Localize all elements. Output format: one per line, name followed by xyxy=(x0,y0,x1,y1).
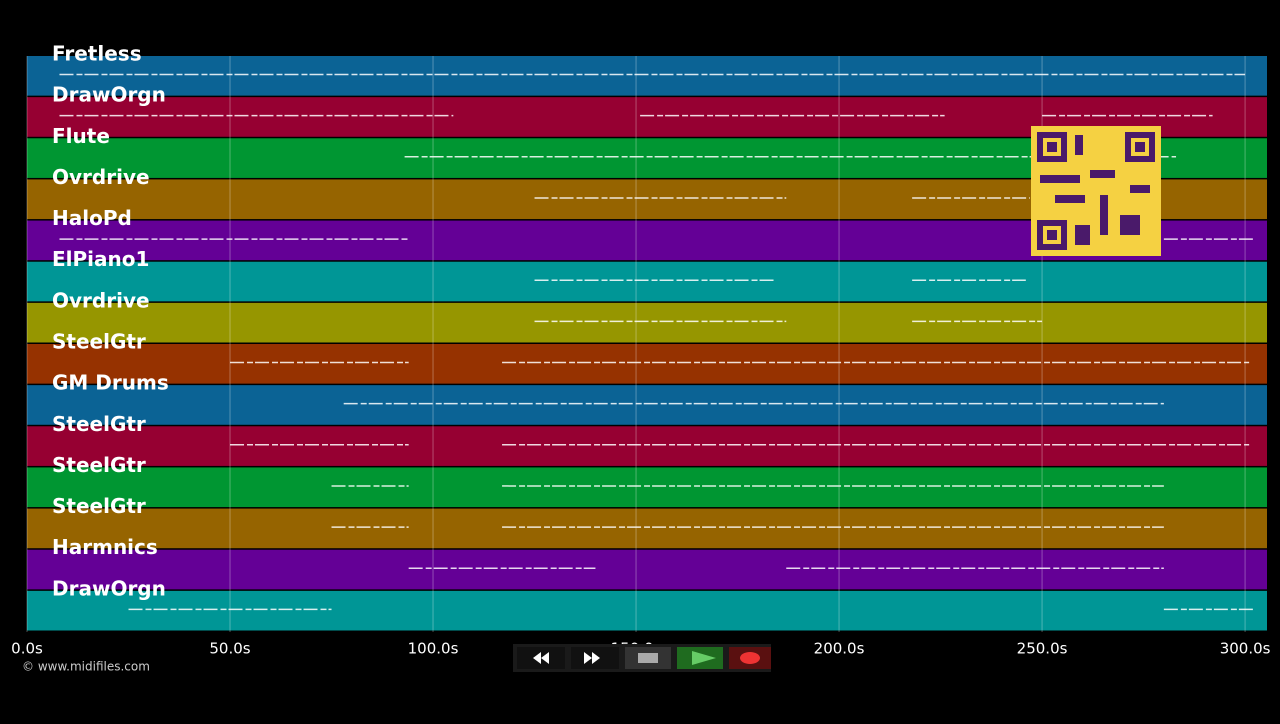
track-row xyxy=(27,549,1267,590)
track-name: HaloPd xyxy=(52,206,132,230)
track-row xyxy=(27,344,1267,384)
x-tick-label: 300.0s xyxy=(1220,640,1271,658)
track-name: DrawOrgn xyxy=(52,576,166,600)
track-row xyxy=(27,426,1267,466)
fast-forward-button[interactable] xyxy=(571,647,619,669)
track-row xyxy=(27,590,1267,631)
rewind-button[interactable] xyxy=(517,647,565,669)
play-button[interactable] xyxy=(677,647,723,669)
stop-button[interactable] xyxy=(625,647,671,669)
track-name: SteelGtr xyxy=(52,453,146,477)
record-button[interactable] xyxy=(729,647,771,669)
track-name: Fretless xyxy=(52,42,142,66)
x-tick-label: 100.0s xyxy=(408,640,459,658)
track-row xyxy=(27,467,1267,508)
track-row xyxy=(27,261,1267,302)
track-row xyxy=(27,385,1267,425)
track-row xyxy=(27,56,1267,96)
track-name: Flute xyxy=(52,124,110,148)
transport-controls xyxy=(513,644,771,672)
track-name: SteelGtr xyxy=(52,330,146,354)
copyright: © www.midifiles.com xyxy=(22,660,150,674)
track-labels: Fretless DrawOrgn Flute Ovrdrive HaloPd ElPia… xyxy=(52,42,169,601)
track-name: GM Drums xyxy=(52,371,169,395)
track-name: Ovrdrive xyxy=(52,165,150,189)
track-name: SteelGtr xyxy=(52,412,146,436)
track-name: Harmnics xyxy=(52,535,158,559)
track-name: ElPiano1 xyxy=(52,247,149,271)
track-row xyxy=(27,302,1267,343)
qr-code xyxy=(1031,126,1161,256)
x-tick-label: 0.0s xyxy=(11,640,43,658)
track-name: DrawOrgn xyxy=(52,83,166,107)
x-tick-label: 200.0s xyxy=(814,640,865,658)
x-tick-label: 250.0s xyxy=(1017,640,1068,658)
track-row xyxy=(27,508,1267,549)
x-tick-label: 50.0s xyxy=(209,640,250,658)
track-name: SteelGtr xyxy=(52,494,146,518)
track-name: Ovrdrive xyxy=(52,288,150,312)
